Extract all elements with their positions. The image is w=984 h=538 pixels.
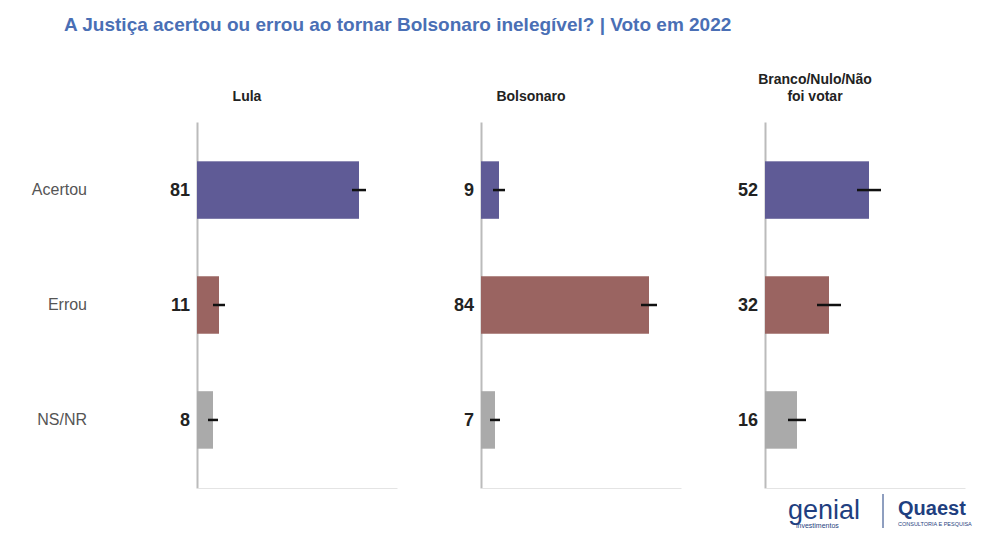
title: A Justiça acertou ou errou ao tornar Bol… [64,14,731,35]
error-bar [490,419,500,422]
data-label: 9 [464,180,474,200]
data-label: 84 [454,295,474,315]
category-label: Errou [48,296,87,313]
x-axis [198,488,398,489]
logo-text: Quaest [898,497,966,519]
data-label: 32 [738,295,758,315]
divider [883,494,884,528]
x-axis [482,488,682,489]
category-label: Acertou [32,181,87,198]
axis-line [766,488,966,489]
error-bar [208,419,218,422]
marks [765,161,881,448]
data-label: 7 [464,410,474,430]
logo-text: genial [788,495,860,525]
error-bar [817,304,841,307]
data-label: 16 [738,410,758,430]
marks [197,161,366,448]
error-bar [493,189,505,192]
panel: Lula Acertou Errou NS/NR 81 11 8 [32,88,398,489]
logo-text: investimentos [796,522,839,529]
axis-line [482,488,682,489]
chart: A Justiça acertou ou errou ao tornar Bol… [0,0,984,538]
logo-text: CONSULTORIA E PESQUISA [898,521,972,527]
panel: Branco/Nulo/Nãofoi votar 52 32 16 [738,71,966,489]
data-label: 11 [171,295,190,315]
category-label: NS/NR [37,411,87,428]
error-bar [213,304,225,307]
data-label: 52 [738,180,758,200]
error-bar [641,304,657,307]
panel-title: Branco/Nulo/Nãofoi votar [758,71,872,104]
bar [197,161,359,218]
panel: Bolsonaro 9 84 7 [454,88,682,489]
panel-title: Bolsonaro [496,88,565,104]
tick: NS/NR [37,411,197,428]
marks [481,161,657,448]
data-label: 8 [180,410,190,430]
axis-line [198,488,398,489]
error-bar [857,189,881,192]
y-axis: Acertou Errou NS/NR [32,123,198,489]
error-bar [788,419,806,422]
data-label: 81 [170,180,190,200]
bar [481,276,649,333]
bar [765,161,869,218]
logos: genialinvestimentos Quaest CONSULTORIA E P… [788,494,972,529]
x-axis [766,488,966,489]
panel-title: Lula [233,88,262,104]
error-bar [352,189,366,192]
